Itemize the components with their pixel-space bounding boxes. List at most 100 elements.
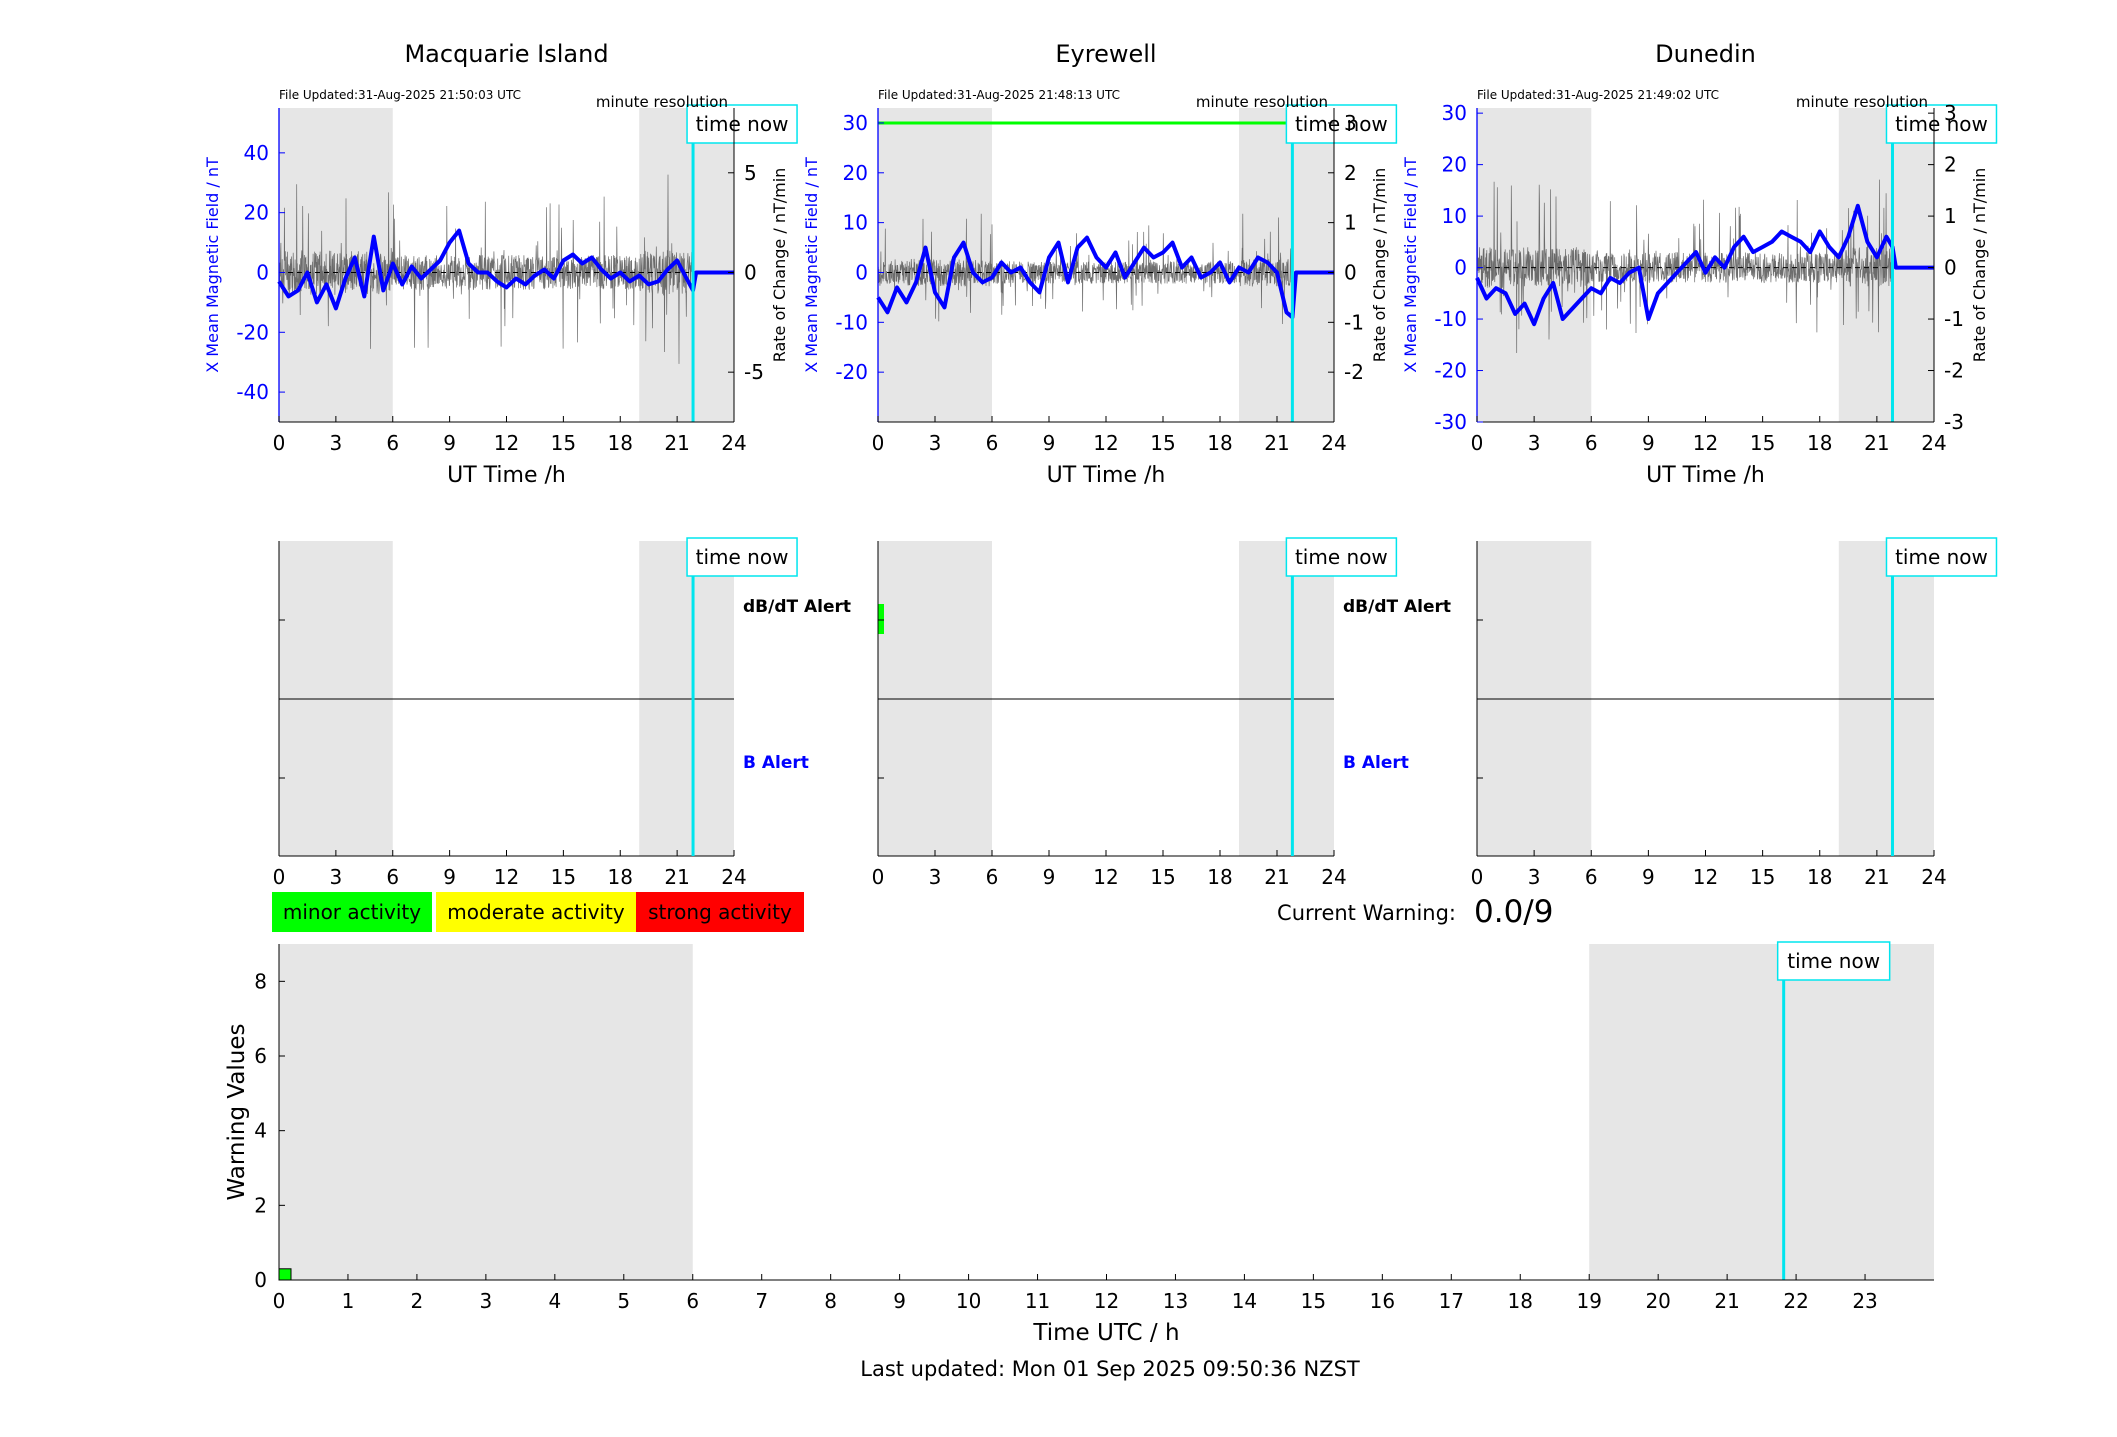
y-left-tick-label: -40: [236, 380, 269, 404]
x-tick-label: 1: [342, 1289, 355, 1313]
resolution-label: minute resolution: [1796, 93, 1928, 111]
y-left-tick-label: 0: [1454, 256, 1467, 280]
x-tick-label: 21: [1714, 1289, 1739, 1313]
x-tick-label: 6: [386, 431, 399, 455]
file-updated: File Updated:31-Aug-2025 21:49:02 UTC: [1477, 88, 1719, 102]
x-tick-label: 12: [1693, 865, 1718, 889]
x-mean-field-series: [1475, 203, 1934, 327]
time-now-box: [1285, 537, 1398, 577]
x-tick-label: 23: [1852, 1289, 1877, 1313]
x-tick-label: 20: [1645, 1289, 1670, 1313]
x-tick-label: 12: [494, 865, 519, 889]
x-tick-label: 19: [1576, 1289, 1601, 1313]
y-right-tick-label: 0: [744, 260, 757, 284]
y-right-tick-label: 3: [1344, 111, 1357, 135]
y-tick-label: 4: [254, 1119, 267, 1143]
resolution-label: minute resolution: [1196, 93, 1328, 111]
x-tick-label: 9: [893, 1289, 906, 1313]
y-left-tick-label: 0: [855, 260, 868, 284]
y-left-axis-label: X Mean Magnetic Field / nT: [802, 157, 821, 373]
legend-minor-label: minor activity: [283, 900, 421, 924]
y-left-tick-label: 10: [843, 211, 868, 235]
x-tick-label: 12: [494, 431, 519, 455]
x-axis-label: UT Time /h: [1047, 463, 1166, 488]
b-alert-label: B Alert: [743, 753, 809, 773]
x-tick-label: 3: [1528, 865, 1541, 889]
y-left-tick-label: -10: [835, 310, 868, 334]
station-title: Dunedin: [1655, 40, 1756, 68]
x-tick-label: 9: [1642, 865, 1655, 889]
x-tick-label: 12: [1094, 1289, 1119, 1313]
x-tick-label: 12: [1093, 431, 1118, 455]
x-tick-label: 24: [721, 431, 746, 455]
x-tick-label: 0: [273, 1289, 286, 1313]
y-right-axis-label: Rate of Change / nT/min: [1370, 168, 1389, 363]
x-tick-label: 3: [330, 431, 343, 455]
y-right-tick-label: 0: [1344, 260, 1357, 284]
y-left-tick-label: 10: [1442, 204, 1467, 228]
alert-plot-0: time now 0 3 6 9 12 15 18 21 24 dB/dT Alert B Alert: [273, 537, 851, 889]
current-warning-value: 0.0/9: [1474, 894, 1553, 930]
x-tick-label: 18: [1807, 431, 1832, 455]
y-left-tick-label: 30: [1442, 101, 1467, 125]
x-tick-label: 7: [755, 1289, 768, 1313]
x-tick-label: 3: [1528, 431, 1541, 455]
x-tick-label: 15: [551, 431, 576, 455]
y-right-tick-label: 1: [1944, 204, 1957, 228]
dbdt-alert-label: dB/dT Alert: [1343, 597, 1451, 617]
current-warning-label: Current Warning:: [1277, 901, 1456, 925]
alert-plot-1: time now 0 3 6 9 12 15 18 21 24 dB/dT Alert B Alert: [872, 537, 1451, 889]
time-now-box: [1885, 537, 1998, 577]
x-tick-label: 16: [1370, 1289, 1395, 1313]
time-now-box: [1776, 941, 1891, 981]
x-tick-label: 6: [986, 865, 999, 889]
x-tick-label: 3: [929, 431, 942, 455]
y-left-axis-label: X Mean Magnetic Field / nT: [1401, 157, 1420, 373]
x-tick-label: 9: [1642, 431, 1655, 455]
x-tick-label: 13: [1163, 1289, 1188, 1313]
x-tick-label: 9: [1043, 865, 1056, 889]
y-right-tick-label: 3: [1944, 101, 1957, 125]
x-tick-label: 21: [664, 431, 689, 455]
x-tick-label: 15: [551, 865, 576, 889]
x-tick-label: 9: [1043, 431, 1056, 455]
file-updated: File Updated:31-Aug-2025 21:50:03 UTC: [279, 88, 521, 102]
x-tick-label: 18: [1508, 1289, 1533, 1313]
x-mean-field-series: [876, 235, 1334, 320]
time-now-label: time now: [696, 545, 789, 569]
time-now-label: time now: [1895, 112, 1988, 136]
x-tick-label: 2: [411, 1289, 424, 1313]
x-axis-label: UT Time /h: [447, 463, 566, 488]
y-right-tick-label: -1: [1944, 307, 1964, 331]
x-tick-label: 18: [1207, 865, 1232, 889]
y-left-tick-label: 20: [244, 201, 269, 225]
x-tick-label: 14: [1232, 1289, 1257, 1313]
x-mean-field-series: [277, 228, 734, 311]
dbdt-alert-label: dB/dT Alert: [743, 597, 851, 617]
night-shade: [1589, 944, 1934, 1280]
legend-strong-swatch: [636, 892, 804, 932]
x-tick-label: 18: [1207, 431, 1232, 455]
x-tick-label: 0: [872, 431, 885, 455]
file-updated: File Updated:31-Aug-2025 21:48:13 UTC: [878, 88, 1120, 102]
x-tick-label: 21: [1264, 431, 1289, 455]
x-tick-label: 12: [1693, 431, 1718, 455]
x-tick-label: 0: [273, 865, 286, 889]
x-tick-label: 0: [1471, 431, 1484, 455]
y-left-tick-label: -30: [1434, 410, 1467, 434]
y-tick-label: 8: [254, 969, 267, 993]
x-tick-label: 15: [1150, 865, 1175, 889]
rate-of-change-series: [877, 213, 1293, 325]
activity-legend: minor activity moderate activity strong …: [272, 892, 804, 932]
y-left-tick-label: 30: [843, 111, 868, 135]
x-tick-label: 17: [1439, 1289, 1464, 1313]
x-tick-label: 24: [1321, 865, 1346, 889]
y-right-tick-label: -2: [1944, 359, 1964, 383]
legend-strong-label: strong activity: [648, 900, 792, 924]
x-tick-label: 3: [929, 865, 942, 889]
y-right-tick-label: -5: [744, 360, 764, 384]
